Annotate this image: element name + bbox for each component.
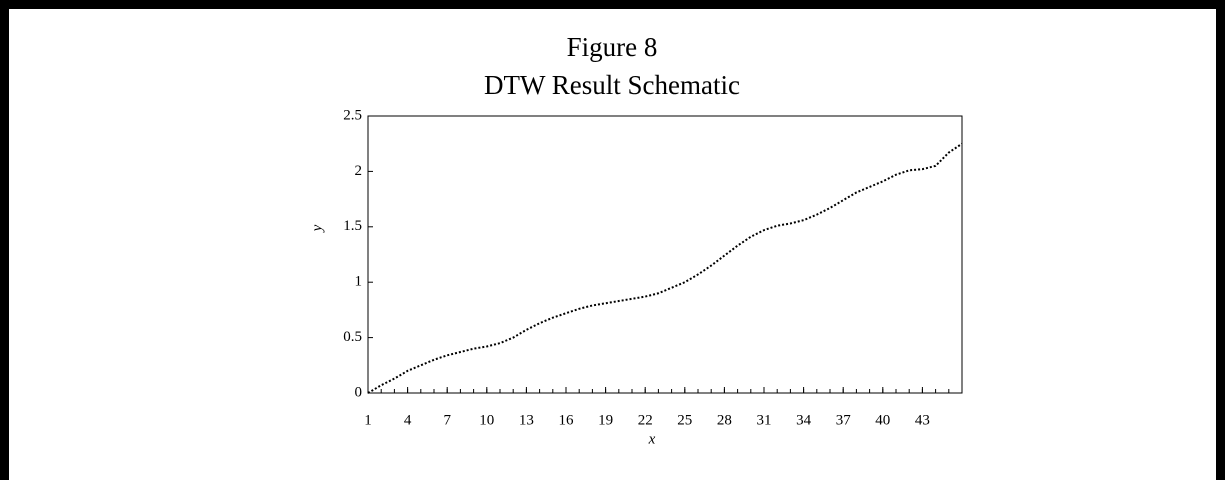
y-tick-label: 1.5 bbox=[343, 218, 362, 234]
x-tick-label: 1 bbox=[364, 412, 372, 428]
x-tick-label: 34 bbox=[796, 412, 812, 428]
x-tick-label: 19 bbox=[598, 412, 613, 428]
y-tick-label: 2.5 bbox=[343, 107, 362, 123]
x-tick-label: 22 bbox=[638, 412, 653, 428]
x-tick-label: 13 bbox=[519, 412, 534, 428]
frame-left bbox=[0, 0, 9, 480]
x-tick-label: 40 bbox=[875, 412, 890, 428]
x-tick-label: 37 bbox=[836, 412, 852, 428]
y-tick-label: 0 bbox=[355, 384, 363, 400]
y-axis-label: y bbox=[309, 224, 325, 233]
chart-subtitle: DTW Result Schematic bbox=[484, 70, 740, 100]
x-tick-label: 10 bbox=[479, 412, 494, 428]
x-tick-label: 25 bbox=[677, 412, 692, 428]
y-tick-label: 0.5 bbox=[343, 329, 362, 345]
chart-title: Figure 8 bbox=[567, 32, 658, 62]
data-line bbox=[367, 142, 963, 394]
x-tick-label: 43 bbox=[915, 412, 930, 428]
x-tick-label: 28 bbox=[717, 412, 732, 428]
x-axis-label: x bbox=[648, 431, 656, 447]
x-tick-label: 16 bbox=[559, 412, 575, 428]
x-tick-label: 4 bbox=[404, 412, 412, 428]
frame-right bbox=[1216, 0, 1225, 480]
y-tick-label: 1 bbox=[355, 274, 363, 290]
x-tick-label: 31 bbox=[757, 412, 772, 428]
x-tick-label: 7 bbox=[443, 412, 451, 428]
plot-frame bbox=[367, 115, 963, 394]
y-tick-label: 2 bbox=[355, 163, 363, 179]
frame-top bbox=[0, 0, 1225, 9]
